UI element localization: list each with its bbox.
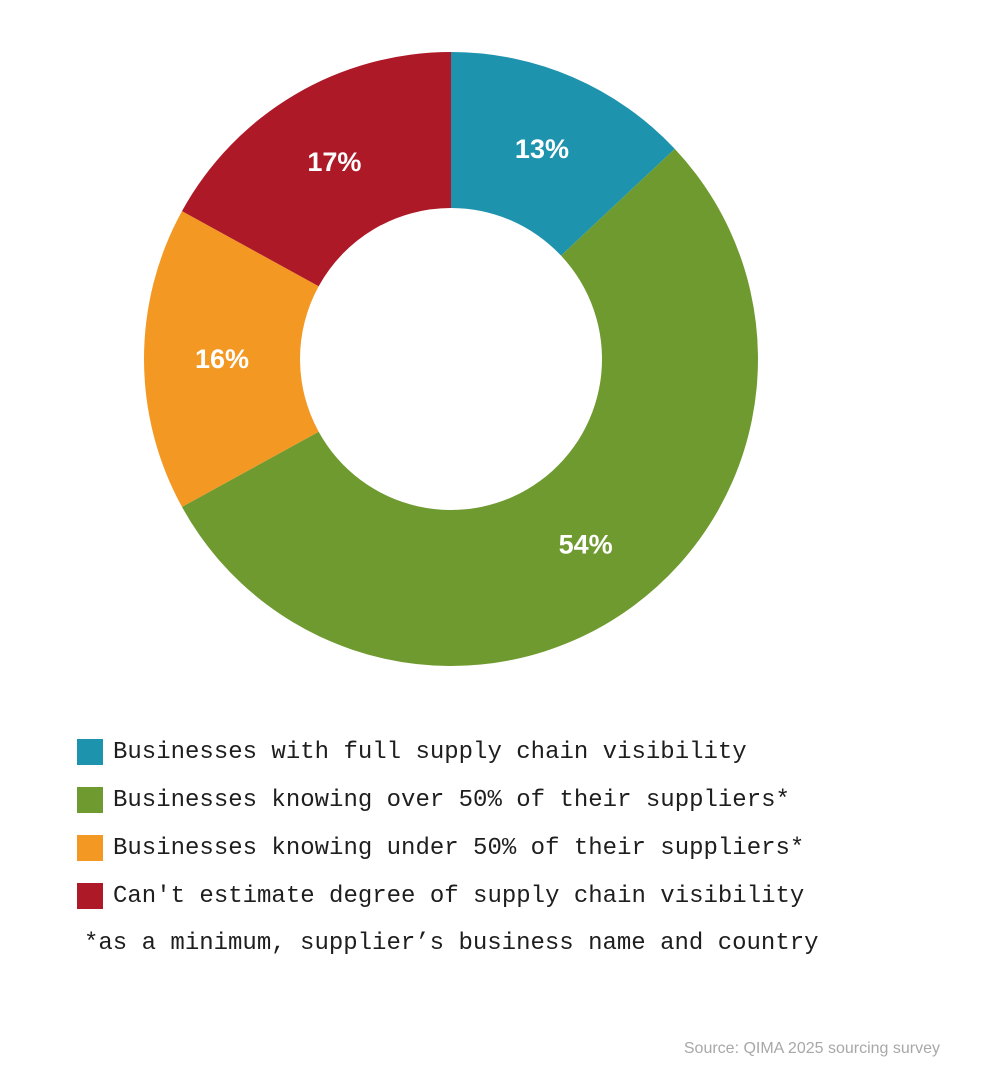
legend-swatch bbox=[77, 883, 103, 909]
legend-swatch bbox=[77, 739, 103, 765]
legend-label: Businesses with full supply chain visibi… bbox=[113, 738, 747, 766]
legend-item-under-50: Businesses knowing under 50% of their su… bbox=[77, 824, 804, 872]
legend-swatch bbox=[77, 787, 103, 813]
legend-item-cant-estimate: Can't estimate degree of supply chain vi… bbox=[77, 872, 804, 920]
donut-value-labels: 13% 54% 16% 17% bbox=[195, 134, 613, 559]
slice-value-label-cant-estimate: 17% bbox=[307, 147, 361, 177]
legend-label: Businesses knowing over 50% of their sup… bbox=[113, 786, 790, 814]
donut-slices bbox=[143, 52, 758, 666]
slice-value-label-full-visibility: 13% bbox=[515, 134, 569, 164]
donut-chart: 13% 54% 16% 17% bbox=[143, 52, 758, 666]
chart-footnote: *as a minimum, supplier’s business name … bbox=[84, 930, 819, 957]
donut-slice-full-visibility bbox=[451, 52, 675, 256]
legend-item-over-50: Businesses knowing over 50% of their sup… bbox=[77, 776, 804, 824]
slice-value-label-over-50: 54% bbox=[559, 529, 613, 559]
legend-label: Businesses knowing under 50% of their su… bbox=[113, 834, 805, 862]
legend-item-full-visibility: Businesses with full supply chain visibi… bbox=[77, 728, 804, 776]
slice-value-label-under-50: 16% bbox=[195, 344, 249, 374]
donut-slice-over-50 bbox=[181, 148, 758, 666]
source-note: Source: QIMA 2025 sourcing survey bbox=[683, 1040, 940, 1057]
legend-swatch bbox=[77, 835, 103, 861]
legend-label: Can't estimate degree of supply chain vi… bbox=[113, 882, 805, 910]
chart-legend: Businesses with full supply chain visibi… bbox=[77, 728, 804, 920]
donut-slice-under-50 bbox=[143, 211, 319, 507]
donut-slice-cant-estimate bbox=[181, 52, 451, 287]
